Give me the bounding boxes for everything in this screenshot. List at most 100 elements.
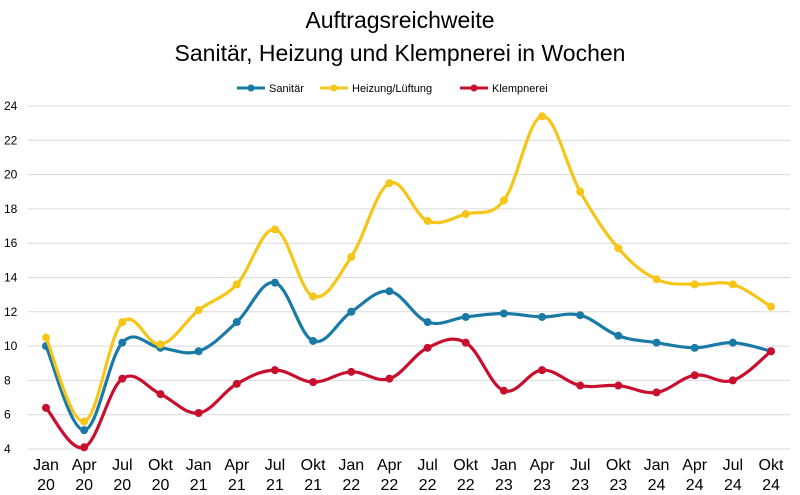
- x-tick-label-month: Jan: [33, 457, 59, 474]
- x-tick-label-year: 21: [190, 477, 208, 494]
- x-tick-label-month: Okt: [606, 457, 631, 474]
- x-tick-label-year: 21: [228, 477, 246, 494]
- y-tick-label: 16: [4, 236, 18, 250]
- data-point: [499, 386, 508, 395]
- x-tick-label-year: 22: [342, 477, 360, 494]
- x-tick-label-year: 20: [37, 477, 55, 494]
- x-tick-label-month: Jul: [265, 457, 285, 474]
- data-point: [576, 311, 585, 320]
- x-tick-label-month: Jul: [417, 457, 437, 474]
- data-point: [232, 379, 241, 388]
- x-tick-label-month: Jan: [491, 457, 517, 474]
- chart-title-line-2: Sanitär, Heizung und Klempnerei in Woche…: [175, 40, 626, 66]
- x-tick-label-month: Apr: [72, 457, 98, 474]
- x-tick-label-year: 20: [113, 477, 131, 494]
- series-1: [42, 278, 775, 435]
- data-point: [118, 338, 127, 347]
- data-point: [385, 374, 394, 383]
- data-point: [728, 338, 737, 347]
- x-tick-label-year: 24: [648, 477, 666, 494]
- y-tick-label: 10: [4, 339, 18, 353]
- data-point: [690, 371, 699, 380]
- x-tick-label-year: 20: [75, 477, 93, 494]
- x-tick-label-month: Jul: [723, 457, 743, 474]
- x-tick-label-year: 23: [609, 477, 627, 494]
- x-tick-label-month: Apr: [377, 457, 403, 474]
- x-tick-label-month: Okt: [453, 457, 478, 474]
- data-point: [42, 333, 50, 342]
- y-tick-label: 4: [4, 442, 11, 456]
- data-point: [309, 336, 318, 345]
- series-line: [44, 114, 773, 424]
- data-point: [118, 374, 127, 383]
- y-axis: 4 6 8 10 12 14 16 18 20 22 24: [4, 99, 18, 456]
- data-point: [385, 287, 394, 296]
- data-point: [194, 347, 203, 356]
- x-tick-label-year: 23: [571, 477, 589, 494]
- data-point: [652, 388, 661, 397]
- data-point: [194, 408, 203, 417]
- data-point: [232, 280, 241, 289]
- data-point: [461, 210, 470, 219]
- legend: Sanitär Heizung/Lüftung Klempnerei: [237, 83, 548, 95]
- data-point: [614, 244, 623, 253]
- x-tick-label-year: 22: [419, 477, 437, 494]
- data-point: [118, 318, 127, 327]
- y-tick-label: 22: [4, 133, 18, 147]
- data-point: [767, 347, 775, 356]
- data-point: [576, 381, 585, 390]
- gridlines: [28, 105, 790, 450]
- x-tick-label-month: Okt: [759, 457, 784, 474]
- x-tick-label-month: Okt: [301, 457, 326, 474]
- x-tick-label-year: 22: [457, 477, 475, 494]
- legend-label: Sanitär: [269, 83, 304, 95]
- x-tick-label-year: 21: [266, 477, 284, 494]
- y-tick-label: 18: [4, 202, 18, 216]
- data-point: [423, 216, 432, 225]
- legend-label: Klempnerei: [492, 83, 548, 95]
- data-point: [614, 331, 623, 340]
- data-point: [270, 278, 279, 287]
- x-tick-label-month: Jan: [338, 457, 364, 474]
- x-tick-label-month: Jan: [644, 457, 670, 474]
- data-point: [461, 338, 470, 347]
- data-point: [576, 187, 585, 196]
- data-point: [461, 312, 470, 321]
- series-line: [44, 281, 773, 432]
- y-tick-label: 6: [4, 408, 11, 422]
- x-axis: Jan 20 Apr 20 Jul 20 Okt 20 Jan 21 Apr 21 Jul 21 Okt 21…: [33, 457, 784, 494]
- data-point: [728, 280, 737, 289]
- x-tick-label-year: 23: [533, 477, 551, 494]
- x-tick-label-year: 20: [152, 477, 170, 494]
- chart-title-line-1: Auftragsreichweite: [305, 7, 494, 33]
- legend-marker: [470, 84, 478, 92]
- legend-marker: [247, 84, 255, 92]
- data-point: [194, 306, 203, 315]
- y-tick-label: 20: [4, 168, 18, 182]
- data-point: [42, 403, 50, 412]
- data-point: [156, 340, 165, 349]
- x-tick-label-year: 24: [762, 477, 780, 494]
- data-point: [156, 390, 165, 399]
- x-tick-label-year: 22: [381, 477, 399, 494]
- data-point: [690, 343, 699, 352]
- data-point: [309, 292, 318, 301]
- data-point: [499, 196, 508, 205]
- data-point: [232, 318, 241, 327]
- data-point: [499, 309, 508, 318]
- data-point: [690, 280, 699, 289]
- data-point: [614, 381, 623, 390]
- y-tick-label: 14: [4, 271, 18, 285]
- data-point: [270, 225, 279, 234]
- x-tick-label-year: 23: [495, 477, 513, 494]
- data-point: [347, 367, 356, 376]
- legend-marker: [330, 84, 338, 92]
- x-tick-label-month: Okt: [148, 457, 173, 474]
- x-tick-label-year: 21: [304, 477, 322, 494]
- x-tick-label-month: Apr: [530, 457, 556, 474]
- data-point: [423, 318, 432, 327]
- x-tick-label-month: Apr: [224, 457, 250, 474]
- data-point: [80, 426, 89, 435]
- data-point: [538, 312, 547, 321]
